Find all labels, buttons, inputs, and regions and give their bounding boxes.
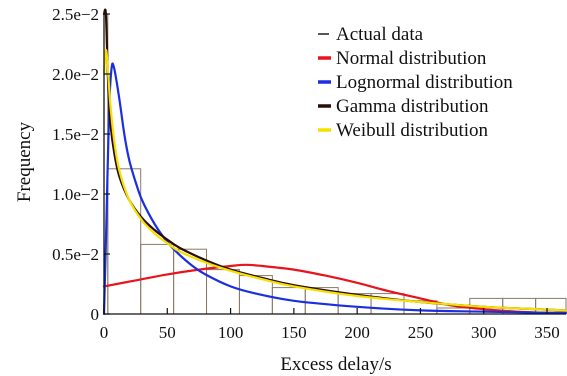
series-line-weibull-distribution — [102, 48, 567, 312]
y-tick-label: 0.5e−2 — [52, 245, 99, 264]
x-tick-label: 300 — [471, 323, 497, 342]
x-tick-label: 150 — [281, 323, 307, 342]
x-ticks: 0 50 100 150 200 250 300 350 — [100, 308, 560, 342]
legend-item: Gamma distribution — [318, 96, 489, 117]
histogram-bars — [103, 13, 567, 315]
legend-label: Normal distribution — [336, 48, 487, 69]
axes — [103, 14, 566, 315]
legend-item: Normal distribution — [318, 48, 487, 69]
x-tick-label: 0 — [100, 323, 109, 342]
legend-item: Lognormal distribution — [318, 72, 513, 93]
y-tick-label: 1.0e−2 — [52, 185, 99, 204]
legend: Actual data Normal distribution Lognormal … — [318, 24, 513, 141]
x-axis-label: Excess delay/s — [280, 354, 391, 375]
legend-item: Actual data — [318, 24, 424, 45]
y-tick-label: 1.5e−2 — [52, 125, 99, 144]
y-tick-label: 2.0e−2 — [52, 65, 99, 84]
x-tick-label: 100 — [218, 323, 244, 342]
fitted-curves — [102, 8, 567, 316]
legend-item: Weibull distribution — [318, 120, 489, 141]
y-tick-label: 0 — [91, 305, 100, 324]
y-axis-label: Frequency — [14, 121, 35, 202]
y-tick-label: 2.5e−2 — [52, 5, 99, 24]
legend-label: Actual data — [336, 24, 424, 45]
legend-label: Weibull distribution — [336, 120, 489, 141]
legend-label: Lognormal distribution — [336, 72, 513, 93]
histogram-bar-4 — [206, 269, 240, 315]
x-tick-label: 50 — [159, 323, 176, 342]
legend-label: Gamma distribution — [336, 96, 489, 117]
series-line-normal-distribution — [102, 263, 567, 314]
x-tick-label: 350 — [534, 323, 560, 342]
series-line-gamma-distribution — [102, 8, 567, 312]
y-ticks: 0 0.5e−2 1.0e−2 1.5e−2 2.0e−2 2.5e−2 — [52, 5, 110, 324]
x-tick-label: 250 — [408, 323, 434, 342]
x-tick-label: 200 — [344, 323, 370, 342]
